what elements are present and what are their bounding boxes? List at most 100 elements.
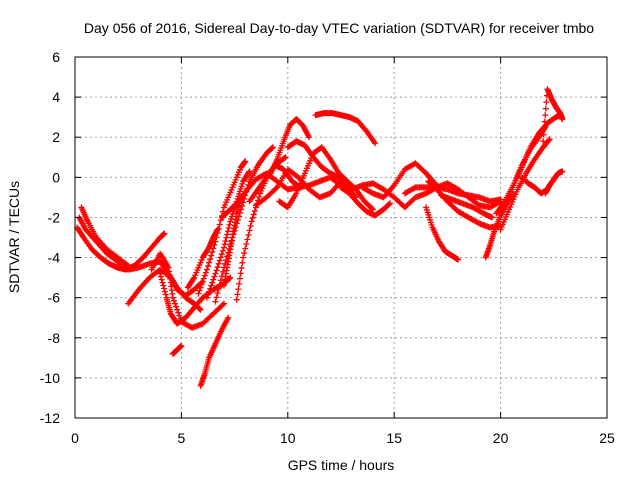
plot-frame — [74, 56, 608, 419]
data-point — [242, 158, 249, 165]
data-point — [386, 200, 393, 207]
data-point — [208, 252, 215, 259]
data-point — [306, 134, 313, 141]
series-arc31 — [497, 136, 553, 233]
x-tick-label: 20 — [493, 430, 509, 446]
data-point — [248, 218, 255, 225]
data-point — [226, 221, 233, 228]
data-point — [170, 297, 177, 304]
data-point — [174, 306, 181, 313]
data-point — [201, 272, 208, 279]
data-point — [216, 257, 223, 264]
data-point — [175, 309, 182, 316]
data-point — [220, 244, 227, 251]
data-point — [272, 185, 279, 192]
data-point — [197, 284, 204, 291]
data-point — [205, 291, 211, 298]
series-arc28 — [438, 192, 496, 221]
y-tick-label: 2 — [52, 129, 60, 145]
y-tick-label: 0 — [52, 169, 60, 185]
data-point — [203, 266, 210, 273]
data-points — [74, 86, 566, 389]
data-point — [210, 276, 217, 283]
data-point — [236, 275, 243, 282]
data-point — [215, 285, 222, 292]
data-point — [217, 277, 224, 284]
data-point — [421, 169, 428, 176]
x-tick-label: 25 — [599, 430, 615, 446]
data-point — [205, 263, 211, 270]
x-tick-label: 15 — [386, 430, 402, 446]
data-point — [245, 169, 252, 176]
data-point — [234, 291, 241, 298]
data-point — [543, 99, 550, 106]
data-point — [211, 273, 218, 280]
data-point — [474, 219, 481, 226]
data-point — [219, 268, 226, 275]
data-point — [212, 238, 219, 245]
y-tick-label: 4 — [52, 89, 60, 105]
data-point — [214, 290, 221, 297]
data-point — [222, 260, 229, 267]
series-arc16 — [246, 162, 304, 205]
data-point — [559, 116, 566, 123]
data-point — [236, 280, 243, 287]
data-point — [240, 254, 247, 261]
data-point — [244, 236, 251, 243]
y-axis-title: SDTVAR / TECUs — [6, 181, 22, 293]
x-tick-label: 0 — [71, 430, 79, 446]
data-point — [249, 214, 256, 221]
data-point — [196, 287, 203, 294]
data-point — [206, 259, 213, 266]
series-arc35 — [542, 168, 566, 197]
data-point — [212, 270, 219, 277]
x-tick-label: 10 — [280, 430, 296, 446]
data-point — [225, 314, 232, 321]
data-point — [269, 144, 276, 151]
data-point — [208, 282, 215, 289]
data-point — [546, 136, 553, 143]
series-arc4 — [125, 266, 206, 307]
data-point — [169, 294, 176, 301]
series-arc3 — [78, 204, 132, 269]
data-point — [216, 281, 223, 288]
data-point — [246, 227, 253, 234]
chart-title: Day 056 of 2016, Sidereal Day-to-day VTE… — [84, 20, 594, 36]
data-point — [541, 118, 548, 125]
data-point — [545, 137, 552, 144]
data-point — [157, 273, 164, 280]
data-point — [369, 206, 376, 213]
y-tick-label: -8 — [48, 330, 61, 346]
series-arc7 — [169, 342, 185, 357]
data-point — [158, 276, 165, 283]
data-point — [269, 145, 276, 152]
data-point — [196, 305, 203, 312]
data-point — [198, 281, 205, 288]
data-point — [216, 221, 223, 228]
data-point — [161, 285, 168, 292]
series-arc20 — [284, 138, 359, 201]
data-point — [281, 155, 288, 162]
data-point — [222, 238, 229, 245]
data-point — [497, 196, 504, 203]
series-arc6 — [157, 270, 234, 327]
x-axis-title: GPS time / hours — [288, 457, 395, 473]
data-point — [207, 285, 214, 292]
series-arc18 — [267, 116, 313, 177]
data-point — [210, 245, 217, 252]
data-point — [246, 168, 253, 175]
y-tick-label: -10 — [40, 370, 60, 386]
data-point — [160, 282, 167, 289]
data-point — [217, 254, 224, 261]
data-point — [214, 264, 221, 271]
data-point — [542, 112, 549, 119]
data-point — [203, 294, 210, 301]
data-point — [247, 222, 254, 229]
data-point — [474, 201, 481, 208]
data-point — [178, 342, 185, 349]
y-tick-label: -6 — [48, 290, 61, 306]
y-tick-label: 6 — [52, 49, 60, 65]
data-point — [541, 125, 548, 132]
data-point — [540, 131, 547, 138]
series-arc21 — [312, 110, 379, 147]
